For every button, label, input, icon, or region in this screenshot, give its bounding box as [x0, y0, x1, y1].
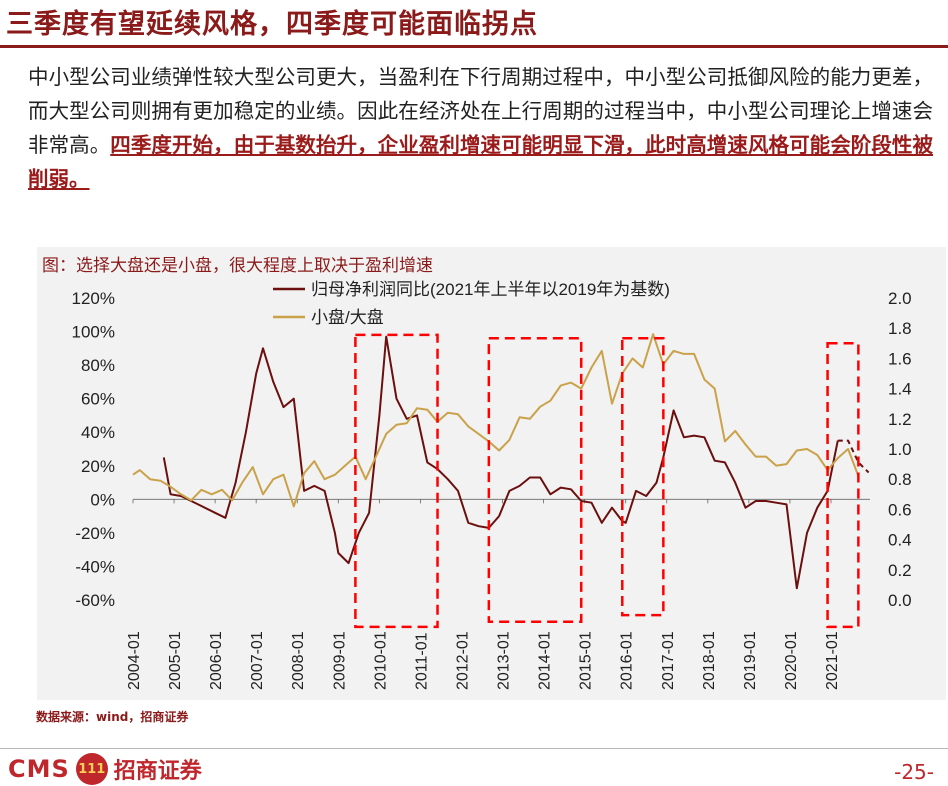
page-number: -25-	[894, 760, 934, 784]
data-source: 数据来源：wind，招商证券	[36, 710, 189, 724]
body-paragraph: 中小型公司业绩弹性较大型公司更大，当盈利在下行周期过程中，中小型公司抵御风险的能…	[28, 60, 933, 196]
y-left-tick-label: 100%	[72, 323, 115, 342]
y-right-tick-label: 0.4	[888, 531, 912, 550]
y-left-tick-label: -20%	[75, 524, 115, 543]
highlight-box	[621, 337, 665, 617]
y-right-tick-label: 0.2	[888, 561, 912, 580]
x-tick-label: 2012-01	[454, 631, 471, 690]
y-left-tick-label: -60%	[75, 591, 115, 610]
logo-cms-text: CMS	[8, 755, 70, 783]
page-title: 三季度有望延续风格，四季度可能面临拐点	[6, 9, 538, 40]
y-right-tick-label: 0.6	[888, 500, 912, 519]
x-tick-label: 2018-01	[701, 631, 718, 690]
y-right-tick-label: 0.0	[888, 591, 912, 610]
y-right-tick-label: 1.4	[888, 380, 912, 399]
body-text-plain: 中小型公司业绩弹性较大型公司更大，当盈利在下行周期过程中，中小型公司抵御风险的能…	[28, 65, 933, 157]
company-logo: CMS 111 招商证券	[8, 752, 202, 786]
x-tick-label: 2009-01	[331, 631, 348, 690]
x-tick-label: 2021-01	[824, 631, 841, 690]
x-tick-label: 2014-01	[537, 631, 554, 690]
y-left-tick-label: 40%	[81, 423, 115, 442]
series-line-earnings	[162, 335, 839, 590]
x-tick-label: 2010-01	[372, 631, 389, 690]
logo-badge-icon: 111	[75, 753, 108, 785]
y-left-tick-label: 20%	[81, 457, 115, 476]
series-line-small-large-ratio	[132, 333, 860, 508]
chart-title: 图：选择大盘还是小盘，很大程度上取决于盈利增速	[42, 256, 433, 276]
x-tick-label: 2008-01	[290, 631, 307, 690]
y-left-tick-label: -40%	[75, 557, 115, 576]
x-tick-label: 2013-01	[496, 631, 513, 690]
y-right-tick-label: 1.6	[888, 349, 912, 368]
footer-rule	[0, 748, 948, 749]
legend-label: 归母净利润同比(2021年上半年以2019年为基数)	[311, 280, 670, 299]
y-right-tick-label: 0.8	[888, 470, 912, 489]
x-tick-label: 2017-01	[660, 631, 677, 690]
x-tick-label: 2016-01	[619, 631, 636, 690]
y-right-tick-label: 2.0	[888, 289, 912, 308]
y-left-tick-label: 120%	[72, 289, 115, 308]
x-tick-label: 2007-01	[249, 631, 266, 690]
title-rule	[0, 45, 948, 48]
x-tick-label: 2020-01	[783, 631, 800, 690]
x-tick-label: 2005-01	[167, 631, 184, 690]
x-tick-label: 2015-01	[578, 631, 595, 690]
x-tick-label: 2006-01	[208, 631, 225, 690]
y-right-tick-label: 1.2	[888, 410, 912, 429]
body-text-highlight: 四季度开始，由于基数抬升，企业盈利增速可能明显下滑，此时高增速风格可能会阶段性被…	[28, 133, 933, 191]
highlight-box	[354, 333, 439, 629]
highlight-box	[487, 337, 583, 624]
x-tick-label: 2004-01	[126, 631, 143, 690]
chart-panel	[37, 247, 946, 700]
y-left-tick-label: 0%	[90, 490, 115, 509]
x-tick-label: 2019-01	[742, 631, 759, 690]
y-right-tick-label: 1.8	[888, 319, 912, 338]
x-tick-label: 2011-01	[413, 632, 430, 690]
y-left-tick-label: 60%	[81, 390, 115, 409]
y-left-tick-label: 80%	[81, 356, 115, 375]
y-right-tick-label: 1.0	[888, 440, 912, 459]
legend-label: 小盘/大盘	[311, 308, 384, 327]
highlight-box	[826, 342, 860, 629]
logo-company-name: 招商证券	[113, 758, 202, 784]
series-line-earnings-dashed	[837, 439, 870, 474]
